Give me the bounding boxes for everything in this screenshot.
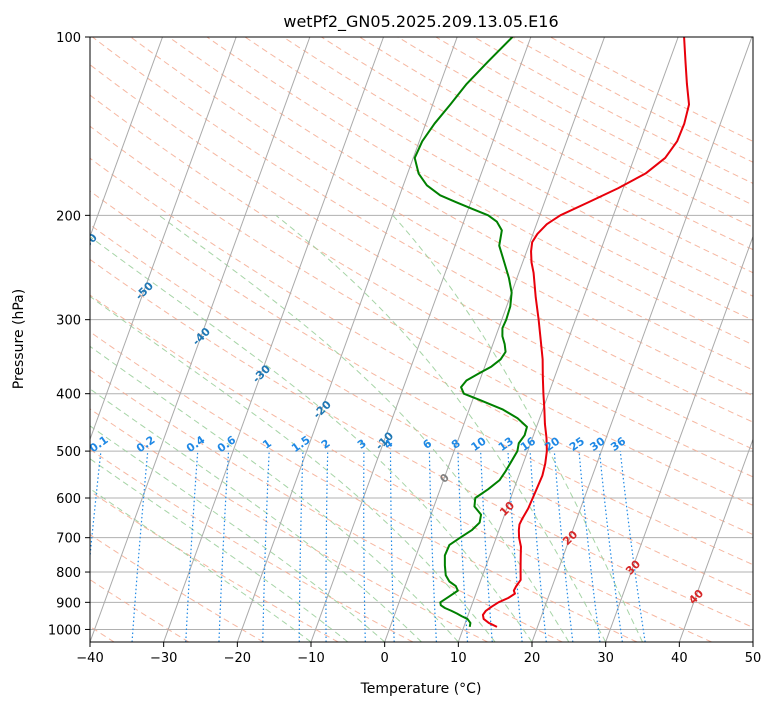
x-tick-label: 10 [450,651,467,666]
dry-adiabat [90,294,712,642]
y-tick-label: 1000 [48,623,81,638]
dry-adiabat [90,258,753,628]
x-tick-label: 0 [381,651,389,666]
moist-adiabat [90,345,459,642]
moist-adiabats [90,214,643,642]
moist-adiabat [90,425,386,642]
isotherm-line [384,37,605,642]
moist-adiabat [90,236,533,642]
series-lines [413,37,691,628]
y-tick-label: 300 [56,314,81,329]
temperature-line [481,37,691,628]
x-tick-label: 40 [671,651,688,666]
mixing-ratio-line [598,451,623,642]
x-tick-label: −10 [297,651,324,666]
dry-adiabat [90,64,753,450]
isotherm-line [605,235,753,642]
isotherm-label: -60 [77,231,100,254]
moist-adiabat [90,488,312,642]
dry-adiabat [90,125,753,506]
y-tick-label: 500 [56,445,81,460]
moist-adiabat [275,214,607,642]
plot-frame [89,36,754,643]
dry-adiabat [244,37,753,321]
dry-adiabat [92,37,753,423]
dry-adiabat [90,490,339,642]
x-tick-label: −20 [224,651,251,666]
plot-area: 0.10.20.40.611.52346810131620253036-100-… [77,37,753,642]
mixing-ratio-line [529,451,547,642]
dry-adiabat [90,157,753,536]
mixing-ratio-lines [90,451,646,642]
dry-adiabat [90,408,488,642]
axis-ticks: −40 −30 −20 −10 0 10 20 30 40 50 100 200 300 400 500 60… [48,31,761,666]
isotherm-line [678,437,753,642]
x-tick-label: 20 [524,651,541,666]
y-tick-label: 100 [56,31,81,46]
y-tick-label: 900 [56,596,81,611]
x-axis-label: Temperature (°C) [360,681,482,697]
mixing-ratio-line [90,451,102,562]
mixing-ratio-line [619,451,646,642]
isotherm-line [457,37,679,642]
x-tick-label: 30 [597,651,614,666]
grid-lines [90,37,753,630]
dewpoint-line [413,37,528,628]
moist-adiabat [90,295,496,642]
isotherm-line [531,37,753,642]
mixing-ratio-line [553,451,574,642]
moist-adiabat [90,388,422,642]
mixing-ratio-line [578,451,601,642]
y-tick-label: 600 [56,492,81,507]
dry-adiabat [206,37,753,346]
chart-title: wetPf2_GN05.2025.209.13.05.E16 [283,12,558,32]
isotherm-line [236,37,458,642]
y-tick-label: 400 [56,388,81,403]
isotherm-line [90,37,237,441]
x-tick-label: −30 [150,651,177,666]
x-tick-label: −40 [76,651,103,666]
mixing-ratio-line [507,451,523,642]
isotherm-line [163,37,384,642]
moist-adiabat [392,215,643,642]
dry-adiabat [90,534,264,642]
y-tick-label: 800 [56,566,81,581]
mixing-ratio-line [131,451,149,642]
isotherm-line [90,37,163,239]
isotherms [90,37,753,642]
y-axis-label: Pressure (hPa) [11,289,27,389]
x-tick-label: 50 [745,651,762,666]
dry-adiabat [90,369,563,642]
y-tick-label: 200 [56,209,81,224]
isotherm-line [90,37,311,642]
y-tick-label: 700 [56,532,81,547]
isotherm-line [310,37,532,642]
dry-adiabat [90,224,753,597]
